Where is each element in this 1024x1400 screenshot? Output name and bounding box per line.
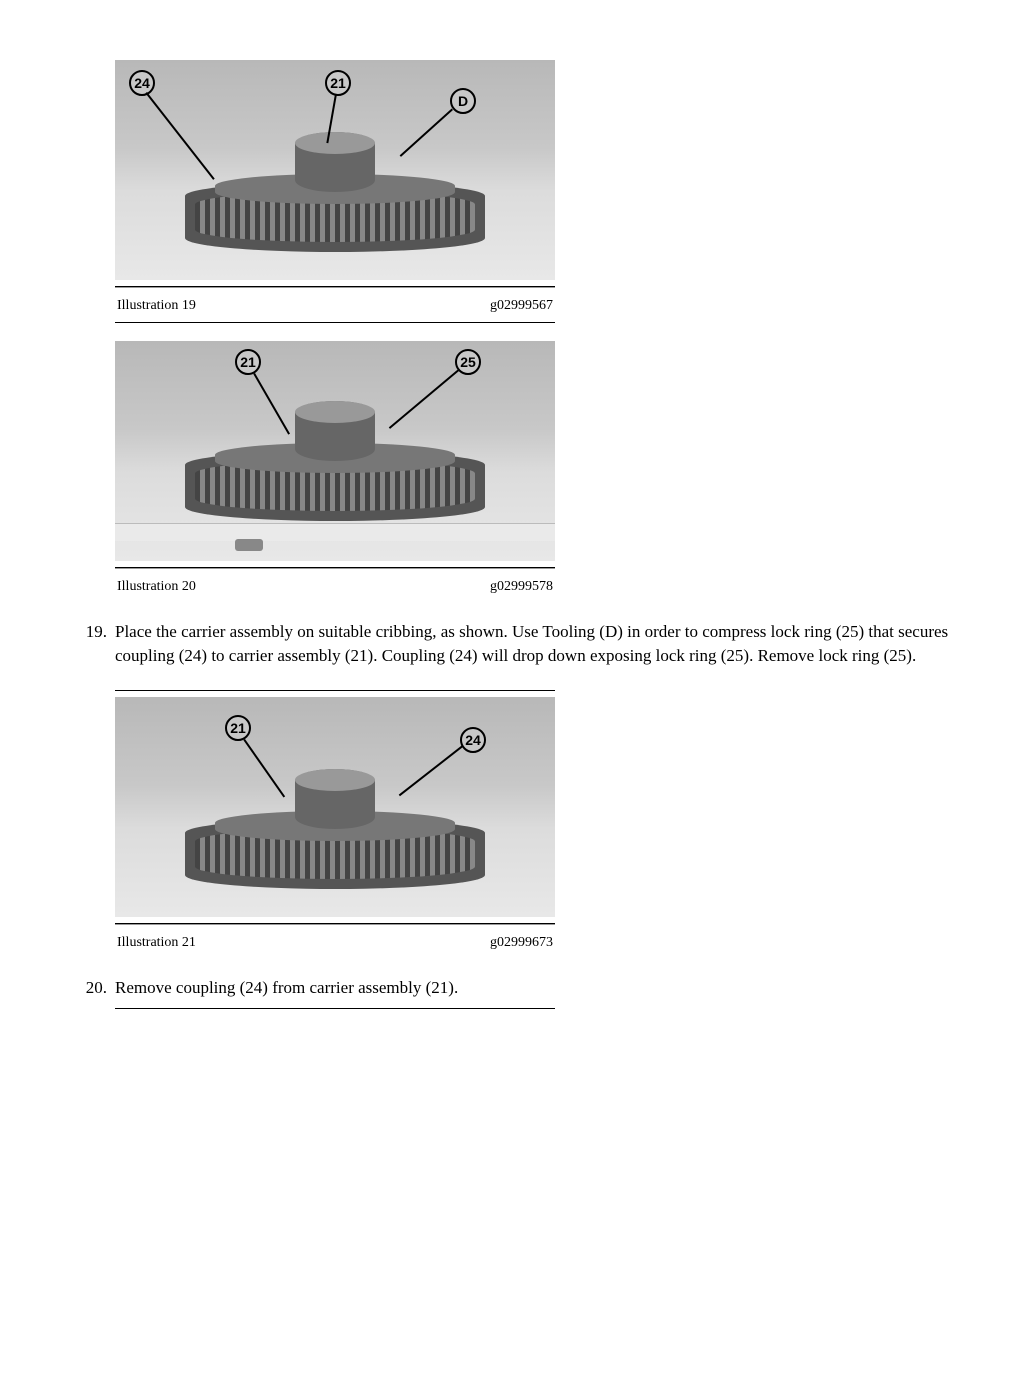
figure-19: 24 21 D Illustration 19 g02999567 bbox=[115, 60, 555, 323]
figure-19-code: g02999567 bbox=[490, 296, 553, 316]
figure-21-image: 21 24 bbox=[115, 697, 555, 917]
figure-21-label: Illustration 21 bbox=[117, 933, 196, 953]
figure-20-label: Illustration 20 bbox=[117, 577, 196, 597]
figure-21: 21 24 Illustration 21 g02999673 bbox=[115, 690, 555, 959]
figure-20-code: g02999578 bbox=[490, 577, 553, 597]
step-19-text: Place the carrier assembly on suitable c… bbox=[115, 620, 949, 668]
step-20-text: Remove coupling (24) from carrier assemb… bbox=[115, 976, 949, 1000]
figure-20-image: 21 25 bbox=[115, 341, 555, 561]
figure-21-code: g02999673 bbox=[490, 933, 553, 953]
callout-21: 21 bbox=[235, 349, 261, 375]
figure-20: 21 25 Illustration 20 g02999578 bbox=[115, 341, 555, 603]
callout-21: 21 bbox=[225, 715, 251, 741]
step-19-number: 19. bbox=[75, 620, 115, 668]
cribbing-block bbox=[235, 539, 263, 551]
step-20: 20. Remove coupling (24) from carrier as… bbox=[75, 976, 949, 1000]
figure-19-image: 24 21 D bbox=[115, 60, 555, 280]
callout-d: D bbox=[450, 88, 476, 114]
callout-24: 24 bbox=[460, 727, 486, 753]
step-19: 19. Place the carrier assembly on suitab… bbox=[75, 620, 949, 668]
callout-24: 24 bbox=[129, 70, 155, 96]
figure-19-label: Illustration 19 bbox=[117, 296, 196, 316]
step-20-number: 20. bbox=[75, 976, 115, 1000]
callout-21: 21 bbox=[325, 70, 351, 96]
